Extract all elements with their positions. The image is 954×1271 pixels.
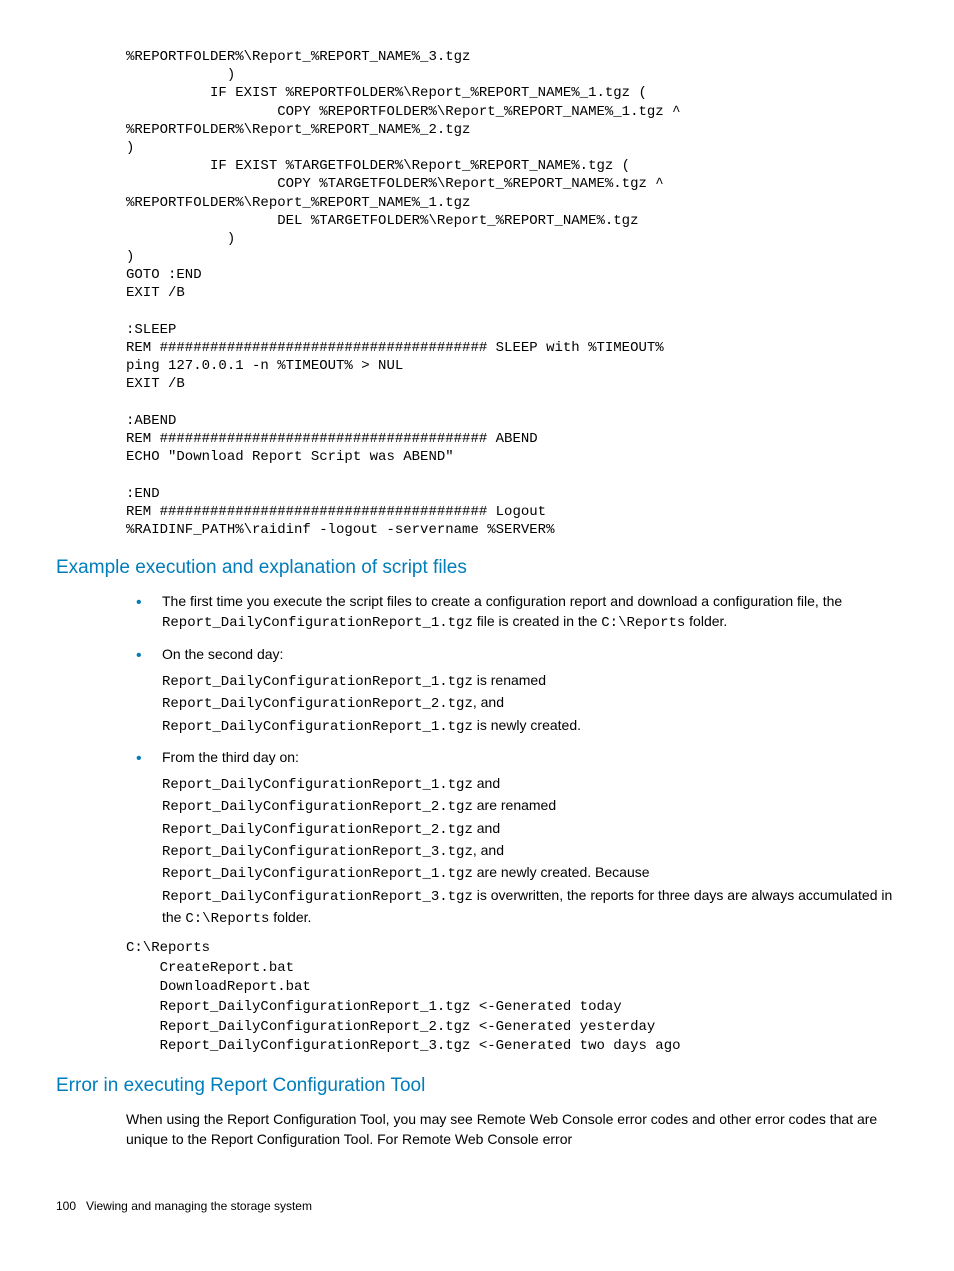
text: are renamed <box>473 797 556 813</box>
text: are newly created. Because <box>473 864 650 880</box>
text: folder. <box>685 613 727 629</box>
code-inline: Report_DailyConfigurationReport_1.tgz <box>162 777 473 793</box>
text: , and <box>473 694 504 710</box>
code-inline: Report_DailyConfigurationReport_2.tgz <box>162 822 473 838</box>
code-inline: Report_DailyConfigurationReport_2.tgz <box>162 799 473 815</box>
list-item: The first time you execute the script fi… <box>126 591 898 634</box>
code-inline: Report_DailyConfigurationReport_1.tgz <box>162 866 473 882</box>
code-inline: Report_DailyConfigurationReport_1.tgz <box>162 674 473 690</box>
text: folder. <box>269 909 311 925</box>
sub-paragraph: Report_DailyConfigurationReport_1.tgz is… <box>162 670 898 737</box>
list-item: On the second day: Report_DailyConfigura… <box>126 644 898 737</box>
text: On the second day: <box>162 646 283 662</box>
page: %REPORTFOLDER%\Report_%REPORT_NAME%_3.tg… <box>0 0 954 1253</box>
text: , and <box>473 842 504 858</box>
page-footer: 100 Viewing and managing the storage sys… <box>56 1199 898 1213</box>
code-inline: Report_DailyConfigurationReport_2.tgz <box>162 696 473 712</box>
heading-error-executing: Error in executing Report Configuration … <box>56 1075 898 1097</box>
text: file is created in the <box>473 613 601 629</box>
sub-paragraph: Report_DailyConfigurationReport_1.tgz an… <box>162 773 898 929</box>
text: From the third day on: <box>162 749 299 765</box>
list-item: From the third day on: Report_DailyConfi… <box>126 747 898 929</box>
code-inline: Report_DailyConfigurationReport_1.tgz <box>162 719 473 735</box>
text: is newly created. <box>473 717 581 733</box>
text: and <box>473 820 500 836</box>
page-number: 100 <box>56 1199 76 1213</box>
bullet-list: The first time you execute the script fi… <box>126 591 898 929</box>
code-block-reports: C:\Reports CreateReport.bat DownloadRepo… <box>126 939 898 1057</box>
code-inline: Report_DailyConfigurationReport_3.tgz <box>162 844 473 860</box>
code-inline: Report_DailyConfigurationReport_3.tgz <box>162 889 473 905</box>
code-block-top: %REPORTFOLDER%\Report_%REPORT_NAME%_3.tg… <box>126 48 898 539</box>
code-inline: C:\Reports <box>601 615 685 631</box>
code-inline: C:\Reports <box>185 911 269 927</box>
text: The first time you execute the script fi… <box>162 593 842 609</box>
text: and <box>473 775 500 791</box>
code-inline: Report_DailyConfigurationReport_1.tgz <box>162 615 473 631</box>
text: is renamed <box>473 672 546 688</box>
paragraph: When using the Report Configuration Tool… <box>126 1109 898 1150</box>
footer-text: Viewing and managing the storage system <box>86 1199 312 1213</box>
heading-example-execution: Example execution and explanation of scr… <box>56 557 898 579</box>
